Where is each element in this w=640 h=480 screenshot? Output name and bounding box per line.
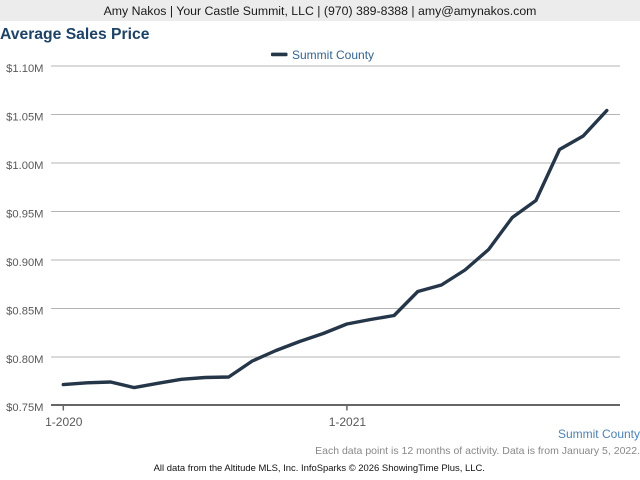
svg-text:$0.80M: $0.80M	[6, 354, 43, 366]
svg-text:$0.95M: $0.95M	[6, 209, 43, 221]
svg-text:$0.75M: $0.75M	[6, 402, 43, 414]
svg-text:$1.00M: $1.00M	[6, 160, 43, 172]
svg-text:$1.05M: $1.05M	[6, 112, 43, 124]
svg-text:$0.90M: $0.90M	[6, 257, 43, 269]
svg-text:$0.85M: $0.85M	[6, 306, 43, 318]
svg-text:Summit County: Summit County	[292, 48, 374, 62]
svg-text:1-2021: 1-2021	[329, 415, 367, 429]
svg-text:1-2020: 1-2020	[45, 415, 83, 429]
svg-text:$1.10M: $1.10M	[6, 63, 43, 75]
